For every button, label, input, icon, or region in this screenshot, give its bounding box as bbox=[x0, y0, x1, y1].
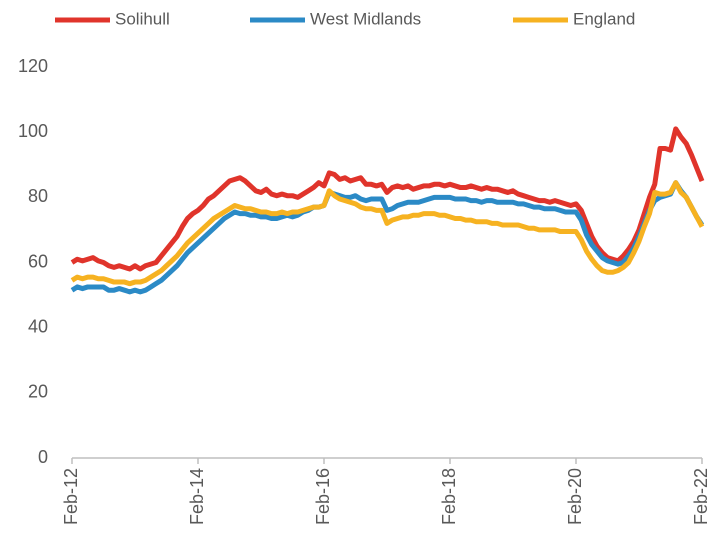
series-line bbox=[70, 180, 705, 295]
y-tick-label: 40 bbox=[28, 316, 48, 336]
x-tick-label: Feb-20 bbox=[565, 468, 585, 525]
x-tick-label: Feb-16 bbox=[313, 468, 333, 525]
x-tick-label: Feb-18 bbox=[439, 468, 459, 525]
y-tick-label: 0 bbox=[38, 447, 48, 467]
series-line bbox=[70, 126, 705, 272]
y-tick-label: 80 bbox=[28, 186, 48, 206]
x-tick-label: Feb-14 bbox=[187, 468, 207, 525]
series-line bbox=[70, 180, 705, 287]
legend-label: Solihull bbox=[115, 9, 170, 28]
legend-label: England bbox=[573, 9, 635, 28]
x-tick-label: Feb-22 bbox=[691, 468, 711, 525]
y-tick-label: 120 bbox=[18, 56, 48, 76]
y-tick-label: 20 bbox=[28, 382, 48, 402]
y-tick-label: 100 bbox=[18, 121, 48, 141]
y-tick-label: 60 bbox=[28, 251, 48, 271]
legend-label: West Midlands bbox=[310, 9, 421, 28]
x-tick-label: Feb-12 bbox=[61, 468, 81, 525]
